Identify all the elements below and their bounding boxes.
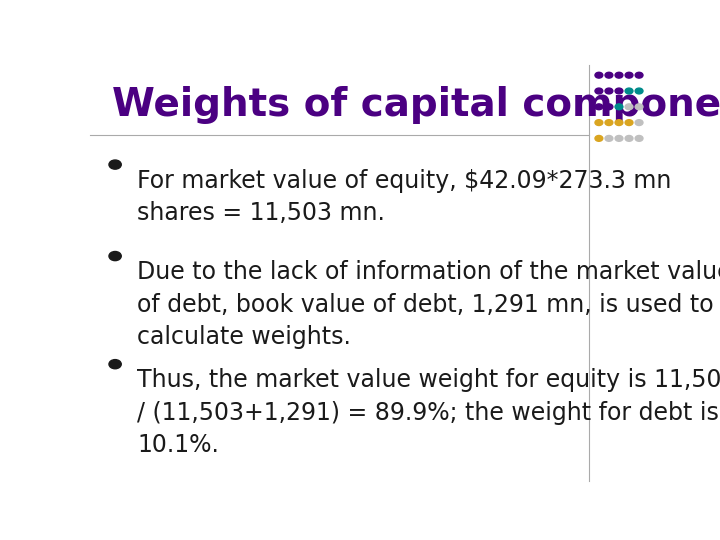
Circle shape — [625, 72, 633, 78]
Circle shape — [109, 252, 121, 261]
Circle shape — [635, 104, 643, 110]
Circle shape — [625, 136, 633, 141]
Circle shape — [615, 120, 623, 125]
Circle shape — [109, 360, 121, 369]
Circle shape — [615, 104, 623, 110]
Text: Thus, the market value weight for equity is 11,503
/ (11,503+1,291) = 89.9%; the: Thus, the market value weight for equity… — [138, 368, 720, 457]
Circle shape — [595, 136, 603, 141]
Circle shape — [109, 160, 121, 169]
Circle shape — [625, 88, 633, 94]
Circle shape — [625, 120, 633, 125]
Text: Weights of capital components: Weights of capital components — [112, 85, 720, 124]
Circle shape — [595, 104, 603, 110]
Circle shape — [615, 88, 623, 94]
Circle shape — [615, 136, 623, 141]
Circle shape — [635, 72, 643, 78]
Circle shape — [595, 88, 603, 94]
Circle shape — [605, 136, 613, 141]
Circle shape — [635, 88, 643, 94]
Circle shape — [605, 120, 613, 125]
Circle shape — [595, 72, 603, 78]
Circle shape — [595, 120, 603, 125]
Text: For market value of equity, $42.09*273.3 mn
shares = 11,503 mn.: For market value of equity, $42.09*273.3… — [138, 168, 672, 225]
Circle shape — [635, 120, 643, 125]
Circle shape — [605, 88, 613, 94]
Circle shape — [605, 72, 613, 78]
Circle shape — [615, 72, 623, 78]
Circle shape — [625, 104, 633, 110]
Text: Due to the lack of information of the market value
of debt, book value of debt, : Due to the lack of information of the ma… — [138, 260, 720, 349]
Circle shape — [605, 104, 613, 110]
Circle shape — [635, 136, 643, 141]
